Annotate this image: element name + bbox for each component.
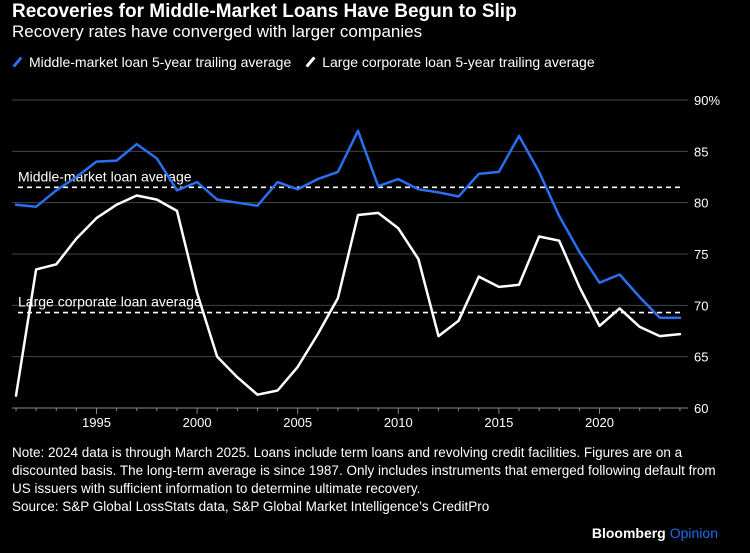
chart-notes: Note: 2024 data is through March 2025. L…	[12, 444, 738, 516]
y-tick-label-65: 65	[694, 350, 708, 365]
chart-title: Recoveries for Middle-Market Loans Have …	[12, 1, 517, 22]
brand-name: Bloomberg	[591, 525, 666, 541]
legend-item-large-corporate: Large corporate loan 5-year trailing ave…	[305, 54, 595, 70]
legend-label-middle-market: Middle-market loan 5-year trailing avera…	[29, 54, 292, 70]
legend: Middle-market loan 5-year trailing avera…	[12, 54, 609, 70]
y-tick-label-75: 75	[694, 247, 708, 262]
y-tick-label-85: 85	[694, 144, 708, 159]
y-tick-label-80: 80	[694, 196, 708, 211]
x-tick-label-1995: 1995	[82, 415, 111, 430]
line-chart: 60 65 70 75 80 85 90% 1995 2000 2005 2010 2015 2020 M…	[12, 93, 720, 430]
brand-suffix: Opinion	[669, 525, 718, 541]
y-tick-label-90: 90%	[694, 93, 720, 108]
chart-subtitle: Recovery rates have converged with large…	[12, 22, 423, 41]
brand-logo: Bloomberg Opinion	[592, 525, 718, 541]
y-tick-label-60: 60	[694, 401, 708, 416]
note-text: Note: 2024 data is through March 2025. L…	[12, 445, 716, 496]
reference-label-0: Middle-market loan average	[18, 168, 192, 184]
x-tick-label-2015: 2015	[484, 415, 513, 430]
legend-label-large-corporate: Large corporate loan 5-year trailing ave…	[322, 54, 595, 70]
y-tick-label-70: 70	[694, 298, 708, 313]
reference-label-1: Large corporate loan average	[18, 294, 202, 310]
x-tick-label-2010: 2010	[384, 415, 413, 430]
x-tick-label-2005: 2005	[283, 415, 312, 430]
x-tick-label-2020: 2020	[585, 415, 614, 430]
series-line-middle-market	[14, 129, 682, 319]
series-line-large-corporate	[14, 194, 682, 397]
x-tick-label-2000: 2000	[183, 415, 212, 430]
legend-item-middle-market: Middle-market loan 5-year trailing avera…	[12, 54, 291, 70]
source-text: Source: S&P Global LossStats data, S&P G…	[12, 499, 490, 514]
